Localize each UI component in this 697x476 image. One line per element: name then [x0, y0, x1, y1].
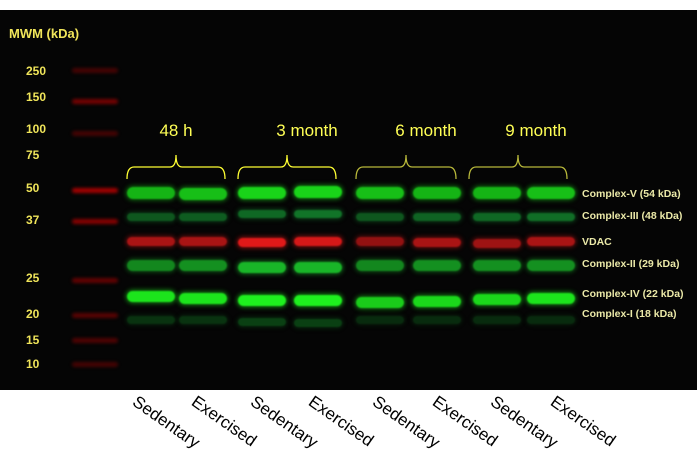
mwm-marker-label: 25	[26, 271, 40, 285]
protein-band	[294, 294, 342, 306]
group-bracket	[355, 153, 457, 180]
group-label: 6 month	[395, 121, 457, 140]
mwm-marker-label: 250	[26, 64, 47, 78]
protein-band	[473, 238, 521, 248]
group-bracket	[126, 153, 226, 180]
mwm-title: MWM (kDa)	[9, 26, 80, 41]
protein-band	[179, 292, 227, 304]
group-bracket	[237, 153, 337, 180]
ladder-band	[72, 68, 118, 73]
ladder-band	[72, 278, 118, 283]
protein-band	[179, 259, 227, 271]
protein-band	[238, 261, 286, 273]
protein-band	[127, 236, 175, 246]
protein-band	[413, 259, 461, 271]
group-label: 3 month	[276, 121, 338, 140]
protein-band	[413, 187, 461, 199]
mwm-marker-label: 75	[26, 148, 40, 162]
protein-band	[127, 213, 175, 221]
protein-band	[179, 188, 227, 200]
mwm-marker-label: 37	[26, 213, 40, 227]
ladder-band	[72, 362, 118, 367]
mwm-marker-label: 50	[26, 181, 40, 195]
protein-band	[127, 259, 175, 271]
protein-band	[238, 210, 286, 218]
ladder-band	[72, 131, 118, 136]
group-label: 48 h	[159, 121, 193, 140]
ladder-band	[72, 313, 118, 318]
western-blot-image: MWM (kDa) 250 150 100 75 50 37 25 20 15 10 48 h 3 …	[0, 10, 697, 390]
protein-band	[127, 187, 175, 199]
protein-band	[413, 295, 461, 307]
band-label: Complex-IV (22 kDa)	[582, 288, 684, 300]
protein-band	[473, 187, 521, 199]
mwm-marker-label: 150	[26, 90, 47, 104]
protein-band	[356, 187, 404, 199]
band-label: VDAC	[582, 236, 612, 248]
protein-band	[179, 236, 227, 246]
protein-band	[413, 316, 461, 324]
protein-band	[238, 187, 286, 199]
protein-band	[127, 290, 175, 302]
protein-band	[294, 261, 342, 273]
protein-band	[473, 213, 521, 221]
protein-band	[527, 292, 575, 304]
band-label: Complex-II (29 kDa)	[582, 258, 680, 270]
protein-band	[527, 236, 575, 246]
protein-band	[294, 236, 342, 246]
ladder-band	[72, 99, 118, 104]
protein-band	[527, 213, 575, 221]
protein-band	[238, 294, 286, 306]
protein-band	[473, 259, 521, 271]
ladder-band	[72, 338, 118, 343]
protein-band	[294, 186, 342, 198]
protein-band	[527, 316, 575, 324]
protein-band	[238, 318, 286, 326]
band-label: Complex-I (18 kDa)	[582, 308, 677, 320]
protein-band	[473, 316, 521, 324]
band-label: Complex-III (48 kDa)	[582, 210, 683, 222]
mwm-marker-label: 15	[26, 333, 40, 347]
protein-band	[527, 259, 575, 271]
protein-band	[179, 316, 227, 324]
protein-band	[413, 237, 461, 247]
protein-band	[356, 259, 404, 271]
protein-band	[413, 213, 461, 221]
protein-band	[356, 296, 404, 308]
band-label: Complex-V (54 kDa)	[582, 188, 681, 200]
ladder-band	[72, 188, 118, 193]
mwm-marker-label: 100	[26, 122, 47, 136]
group-label: 9 month	[505, 121, 567, 140]
protein-band	[294, 210, 342, 218]
protein-band	[473, 293, 521, 305]
mwm-marker-label: 10	[26, 357, 40, 371]
protein-band	[356, 213, 404, 221]
mwm-marker-label: 20	[26, 307, 40, 321]
group-bracket	[468, 153, 568, 180]
protein-band	[179, 213, 227, 221]
protein-band	[294, 319, 342, 327]
protein-band	[238, 237, 286, 247]
ladder-band	[72, 219, 118, 224]
protein-band	[527, 187, 575, 199]
protein-band	[127, 316, 175, 324]
protein-band	[356, 236, 404, 246]
protein-band	[356, 316, 404, 324]
